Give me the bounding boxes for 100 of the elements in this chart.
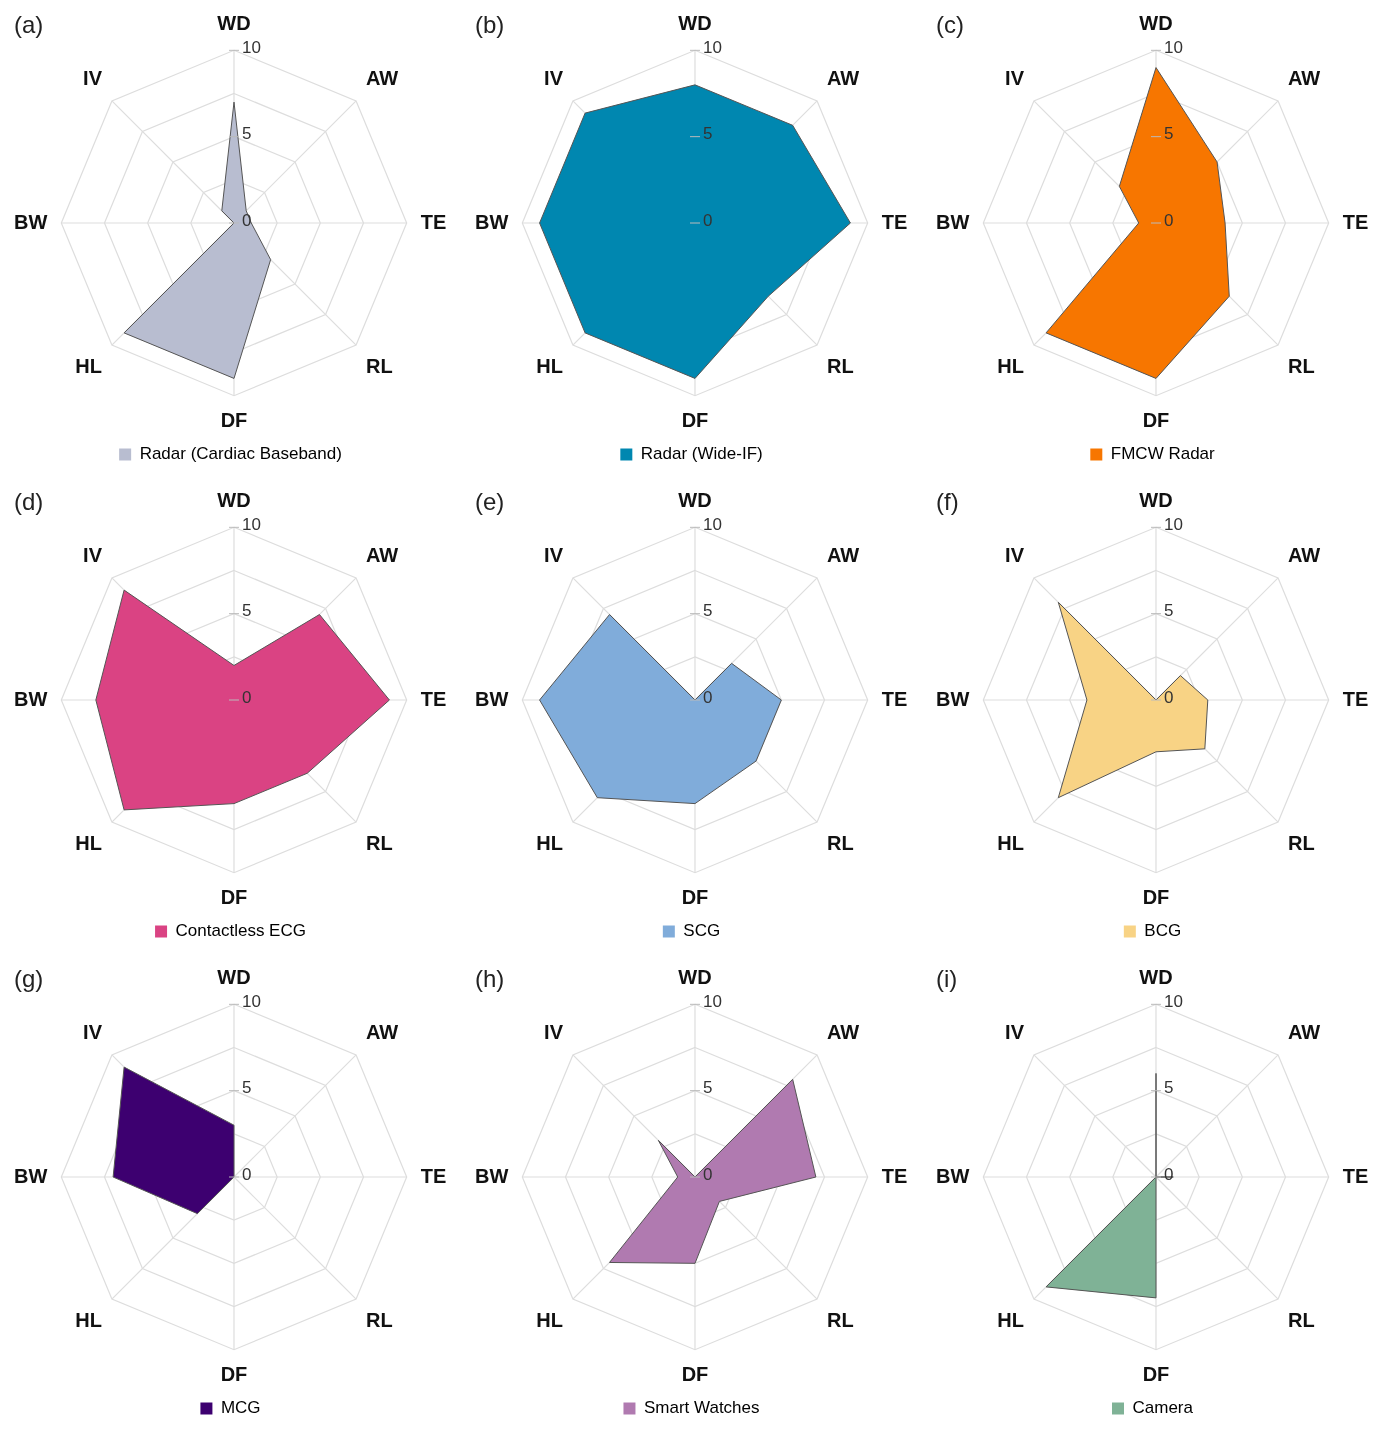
y-tick-label: 5 xyxy=(703,601,713,621)
y-tick-label: 0 xyxy=(1164,210,1174,230)
spoke-label: TE xyxy=(1342,210,1369,233)
spoke-label: WD xyxy=(678,11,712,34)
legend-label: Camera xyxy=(1132,1398,1194,1418)
y-tick-label: 5 xyxy=(1164,1078,1174,1098)
spoke-label: HL xyxy=(75,1308,102,1331)
spoke-label: AW xyxy=(827,543,860,566)
spoke-label: WD xyxy=(217,488,251,511)
spoke-label: WD xyxy=(678,488,712,511)
spoke-label: TE xyxy=(420,210,447,233)
spoke-label: BW xyxy=(474,210,509,233)
spoke-label: DF xyxy=(1142,409,1170,432)
text: (f) xyxy=(936,487,959,515)
text: (d) xyxy=(14,487,44,515)
spoke-label: HL xyxy=(536,831,563,854)
spoke-label: HL xyxy=(75,354,102,377)
y-tick-label: 0 xyxy=(703,210,713,230)
text: (a) xyxy=(14,10,44,38)
spoke-label: TE xyxy=(881,210,908,233)
spoke-label: IV xyxy=(544,1020,564,1043)
spoke-label: WD xyxy=(217,965,251,988)
spoke-label: TE xyxy=(1342,687,1369,710)
spoke-label: RL xyxy=(366,354,393,377)
spoke-label: HL xyxy=(997,831,1024,854)
spoke-label: DF xyxy=(681,409,709,432)
spoke-label: HL xyxy=(536,354,563,377)
spoke-label: WD xyxy=(1139,11,1173,34)
spoke-label: TE xyxy=(420,1164,447,1187)
legend-label: Radar (Cardiac Baseband) xyxy=(139,444,342,464)
y-tick-label: 5 xyxy=(703,1078,713,1098)
text: (b) xyxy=(475,10,505,38)
spoke-label: RL xyxy=(366,831,393,854)
y-tick-label: 0 xyxy=(242,1164,252,1184)
spoke-label: BW xyxy=(935,1164,970,1187)
spoke-label: AW xyxy=(366,543,399,566)
y-tick-label: 0 xyxy=(242,210,252,230)
spoke-label: IV xyxy=(1005,543,1025,566)
y-tick-label: 10 xyxy=(703,515,722,535)
y-tick-label: 10 xyxy=(1164,38,1183,58)
spoke-label: HL xyxy=(997,1308,1024,1331)
spoke-label: RL xyxy=(827,354,854,377)
spoke-label: BW xyxy=(474,687,509,710)
spoke-label: RL xyxy=(827,831,854,854)
spoke-label: AW xyxy=(1288,1020,1321,1043)
spoke-label: RL xyxy=(366,1308,393,1331)
spoke-label: DF xyxy=(681,886,709,909)
y-tick-label: 5 xyxy=(242,124,252,144)
spoke-label: IV xyxy=(1005,1020,1025,1043)
legend-label: MCG xyxy=(220,1398,261,1418)
spoke-label: AW xyxy=(1288,543,1321,566)
legend-label: Contactless ECG xyxy=(175,921,306,941)
spoke-label: DF xyxy=(1142,886,1170,909)
spoke-label: RL xyxy=(1288,1308,1315,1331)
spoke-label: DF xyxy=(220,409,248,432)
spoke-label: BW xyxy=(474,1164,509,1187)
spoke-label: IV xyxy=(83,543,103,566)
spoke-label: TE xyxy=(420,687,447,710)
y-tick-label: 0 xyxy=(1164,687,1174,707)
legend-label: Radar (Wide-IF) xyxy=(640,444,763,464)
spoke-label: AW xyxy=(827,1020,860,1043)
y-tick-label: 10 xyxy=(1164,992,1183,1012)
spoke-label: RL xyxy=(1288,354,1315,377)
spoke-label: BW xyxy=(935,687,970,710)
spoke-label: IV xyxy=(1005,66,1025,89)
spoke-label: IV xyxy=(544,543,564,566)
spoke-label: TE xyxy=(881,1164,908,1187)
spoke-label: AW xyxy=(1288,66,1321,89)
spoke-label: HL xyxy=(997,354,1024,377)
y-tick-label: 5 xyxy=(1164,601,1174,621)
text: (i) xyxy=(936,964,958,992)
legend-label: SCG xyxy=(683,921,721,941)
spoke-label: BW xyxy=(13,687,48,710)
spoke-label: RL xyxy=(827,1308,854,1331)
spoke-label: IV xyxy=(83,1020,103,1043)
spoke-label: DF xyxy=(220,886,248,909)
legend-label: BCG xyxy=(1144,921,1182,941)
y-tick-label: 5 xyxy=(242,1078,252,1098)
y-tick-label: 10 xyxy=(1164,515,1183,535)
y-tick-label: 5 xyxy=(703,124,713,144)
spoke-label: DF xyxy=(1142,1363,1170,1386)
spoke-label: AW xyxy=(366,66,399,89)
text: (c) xyxy=(936,10,964,38)
y-tick-label: 10 xyxy=(242,992,261,1012)
text: (g) xyxy=(14,964,44,992)
spoke-label: DF xyxy=(220,1363,248,1386)
spoke-label: TE xyxy=(881,687,908,710)
y-tick-label: 10 xyxy=(703,38,722,58)
spoke-label: HL xyxy=(75,831,102,854)
spoke-label: BW xyxy=(13,1164,48,1187)
y-tick-label: 10 xyxy=(703,992,722,1012)
legend-label: FMCW Radar xyxy=(1110,444,1216,464)
spoke-label: HL xyxy=(536,1308,563,1331)
y-tick-label: 5 xyxy=(242,601,252,621)
spoke-label: WD xyxy=(217,11,251,34)
legend-label: Smart Watches xyxy=(643,1398,760,1418)
spoke-label: DF xyxy=(681,1363,709,1386)
spoke-label: RL xyxy=(1288,831,1315,854)
spoke-label: WD xyxy=(1139,965,1173,988)
spoke-label: WD xyxy=(678,965,712,988)
